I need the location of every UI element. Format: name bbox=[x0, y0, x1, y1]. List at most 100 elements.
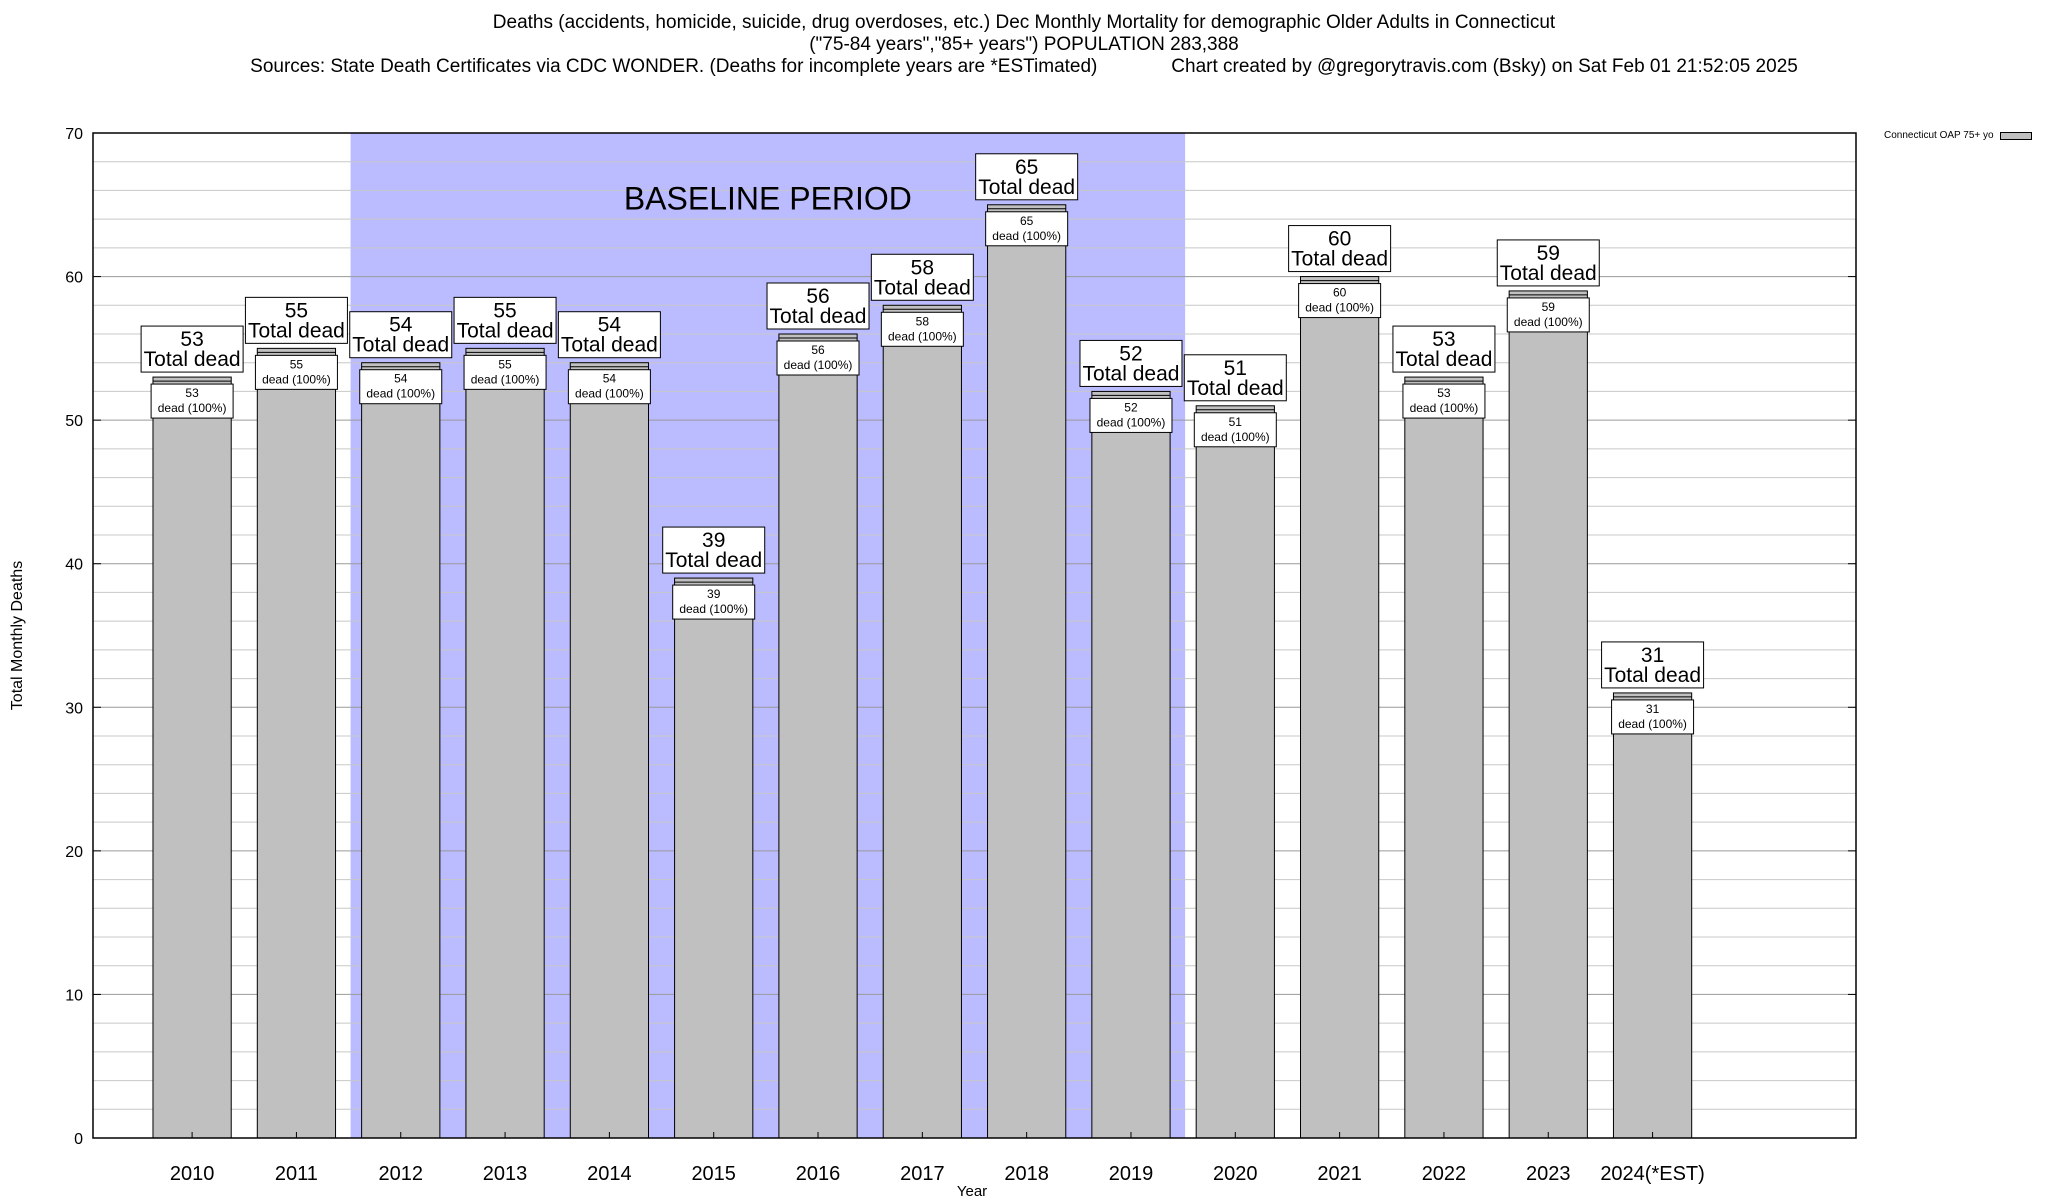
bar-total-label-box bbox=[1288, 225, 1392, 273]
bar-inner-value: 55 bbox=[290, 357, 304, 371]
bar-total-value: 39 bbox=[702, 529, 725, 552]
bar-inner-value: 31 bbox=[1646, 702, 1660, 716]
bar-inner-label-box bbox=[1193, 412, 1277, 448]
bar-inner-percent: dead (100%) bbox=[1201, 430, 1270, 444]
bar-total-caption: Total dead bbox=[248, 319, 345, 342]
bar bbox=[1091, 390, 1171, 1139]
bar bbox=[152, 376, 232, 1139]
bar-total-caption: Total dead bbox=[1500, 262, 1597, 285]
bar-total-label-box bbox=[1496, 239, 1600, 287]
bar-inner-percent: dead (100%) bbox=[575, 387, 644, 401]
bar-total-value: 53 bbox=[180, 328, 203, 351]
bar-total-caption: Total dead bbox=[770, 305, 867, 328]
x-tick-label: 2012 bbox=[378, 1163, 423, 1185]
bar-inner-value: 65 bbox=[1020, 214, 1034, 228]
x-tick-label: 2017 bbox=[900, 1163, 945, 1185]
bar-inner-percent: dead (100%) bbox=[471, 372, 540, 386]
y-tick-label: 60 bbox=[65, 270, 83, 287]
chart-credit: Chart created by @gregorytravis.com (Bsk… bbox=[1171, 56, 1798, 77]
bar-inner-percent: dead (100%) bbox=[888, 329, 957, 343]
y-axis-label: Total Monthly Deaths bbox=[9, 561, 26, 710]
bar-total-value: 58 bbox=[911, 256, 934, 279]
bar-inner-label-box bbox=[985, 211, 1069, 247]
bar-inner-percent: dead (100%) bbox=[1514, 315, 1583, 329]
bar-inner-label-box bbox=[672, 584, 756, 620]
bar-total-value: 55 bbox=[493, 299, 516, 322]
bar-inner-percent: dead (100%) bbox=[1305, 301, 1374, 315]
bar-total-caption: Total dead bbox=[1083, 362, 1180, 385]
bar-total-caption: Total dead bbox=[1395, 348, 1492, 371]
bar-total-caption: Total dead bbox=[874, 276, 971, 299]
bar-total-caption: Total dead bbox=[457, 319, 554, 342]
y-tick-label: 40 bbox=[65, 557, 83, 574]
bar-inner-label-box bbox=[359, 369, 443, 405]
bar-inner-label-box bbox=[1611, 699, 1695, 735]
bar-total-caption: Total dead bbox=[978, 176, 1075, 199]
bar-total-value: 31 bbox=[1641, 644, 1664, 667]
bar-total-label-box bbox=[1079, 339, 1183, 387]
x-tick-label: 2010 bbox=[170, 1163, 215, 1185]
bar-total-value: 65 bbox=[1015, 156, 1038, 179]
bar-inner-value: 59 bbox=[1542, 300, 1556, 314]
bar-inner-value: 60 bbox=[1333, 286, 1347, 300]
x-tick-label: 2013 bbox=[483, 1163, 528, 1185]
bar-inner-label-box bbox=[567, 369, 651, 405]
y-tick-label: 20 bbox=[65, 844, 83, 861]
bar-total-value: 52 bbox=[1119, 342, 1142, 365]
bar-inner-percent: dead (100%) bbox=[1410, 401, 1479, 415]
bar-total-label-box bbox=[975, 153, 1079, 201]
bar-inner-percent: dead (100%) bbox=[366, 387, 435, 401]
chart-legend: Connecticut OAP 75+ yo bbox=[1884, 130, 2032, 141]
bar-total-label-box bbox=[349, 311, 453, 359]
bar-total-caption: Total dead bbox=[1291, 248, 1388, 271]
bar-total-value: 51 bbox=[1224, 357, 1247, 380]
bar-total-caption: Total dead bbox=[665, 549, 762, 572]
bar bbox=[674, 577, 754, 1139]
bar bbox=[361, 362, 441, 1139]
bar-total-label-box bbox=[662, 526, 766, 574]
bar-inner-value: 56 bbox=[811, 343, 825, 357]
bar-total-label-box bbox=[140, 325, 244, 373]
bar-inner-label-box bbox=[880, 311, 964, 347]
chart-header: Deaths (accidents, homicide, suicide, dr… bbox=[0, 12, 2048, 78]
bar-inner-value: 53 bbox=[1437, 386, 1451, 400]
bar-inner-value: 53 bbox=[185, 386, 199, 400]
bar-total-caption: Total dead bbox=[352, 334, 449, 357]
bar-inner-percent: dead (100%) bbox=[992, 229, 1061, 243]
bar-inner-label-box bbox=[1506, 297, 1590, 333]
x-tick-label: 2023 bbox=[1526, 1163, 1571, 1185]
bar-total-label-box bbox=[870, 253, 974, 301]
bar-inner-label-box bbox=[776, 340, 860, 376]
bar-total-value: 59 bbox=[1537, 242, 1560, 265]
y-tick-label: 30 bbox=[65, 700, 83, 717]
bar bbox=[465, 347, 545, 1139]
bar-inner-percent: dead (100%) bbox=[158, 401, 227, 415]
bar-total-value: 56 bbox=[806, 285, 829, 308]
bar bbox=[778, 333, 858, 1139]
bar-total-label-box bbox=[1601, 641, 1705, 689]
chart-subtitle: ("75-84 years","85+ years") POPULATION 2… bbox=[809, 34, 1239, 55]
bar-inner-value: 39 bbox=[707, 587, 721, 601]
bar-total-label-box bbox=[766, 282, 870, 330]
x-tick-label: 2021 bbox=[1317, 1163, 1362, 1185]
bar-total-label-box bbox=[1183, 354, 1287, 402]
bar-total-caption: Total dead bbox=[1187, 377, 1284, 400]
x-tick-label: 2019 bbox=[1109, 1163, 1154, 1185]
bar bbox=[882, 304, 962, 1139]
x-tick-label: 2011 bbox=[275, 1163, 318, 1185]
y-tick-label: 0 bbox=[74, 1131, 83, 1148]
plot-border bbox=[92, 132, 1857, 1139]
x-tick-label: 2022 bbox=[1422, 1163, 1467, 1185]
bar-total-value: 53 bbox=[1432, 328, 1455, 351]
chart-sources: Sources: State Death Certificates via CD… bbox=[250, 56, 1098, 77]
x-tick-label: 2024(*EST) bbox=[1600, 1163, 1705, 1185]
bar-inner-value: 54 bbox=[603, 372, 617, 386]
bar-inner-label-box bbox=[1402, 383, 1486, 419]
baseline-period-label: BASELINE PERIOD bbox=[624, 181, 912, 217]
legend-swatch bbox=[1999, 131, 2032, 140]
bar-total-value: 54 bbox=[389, 314, 413, 337]
y-tick-label: 70 bbox=[65, 126, 83, 143]
bar bbox=[256, 347, 337, 1139]
bar-inner-label-box bbox=[254, 354, 338, 390]
